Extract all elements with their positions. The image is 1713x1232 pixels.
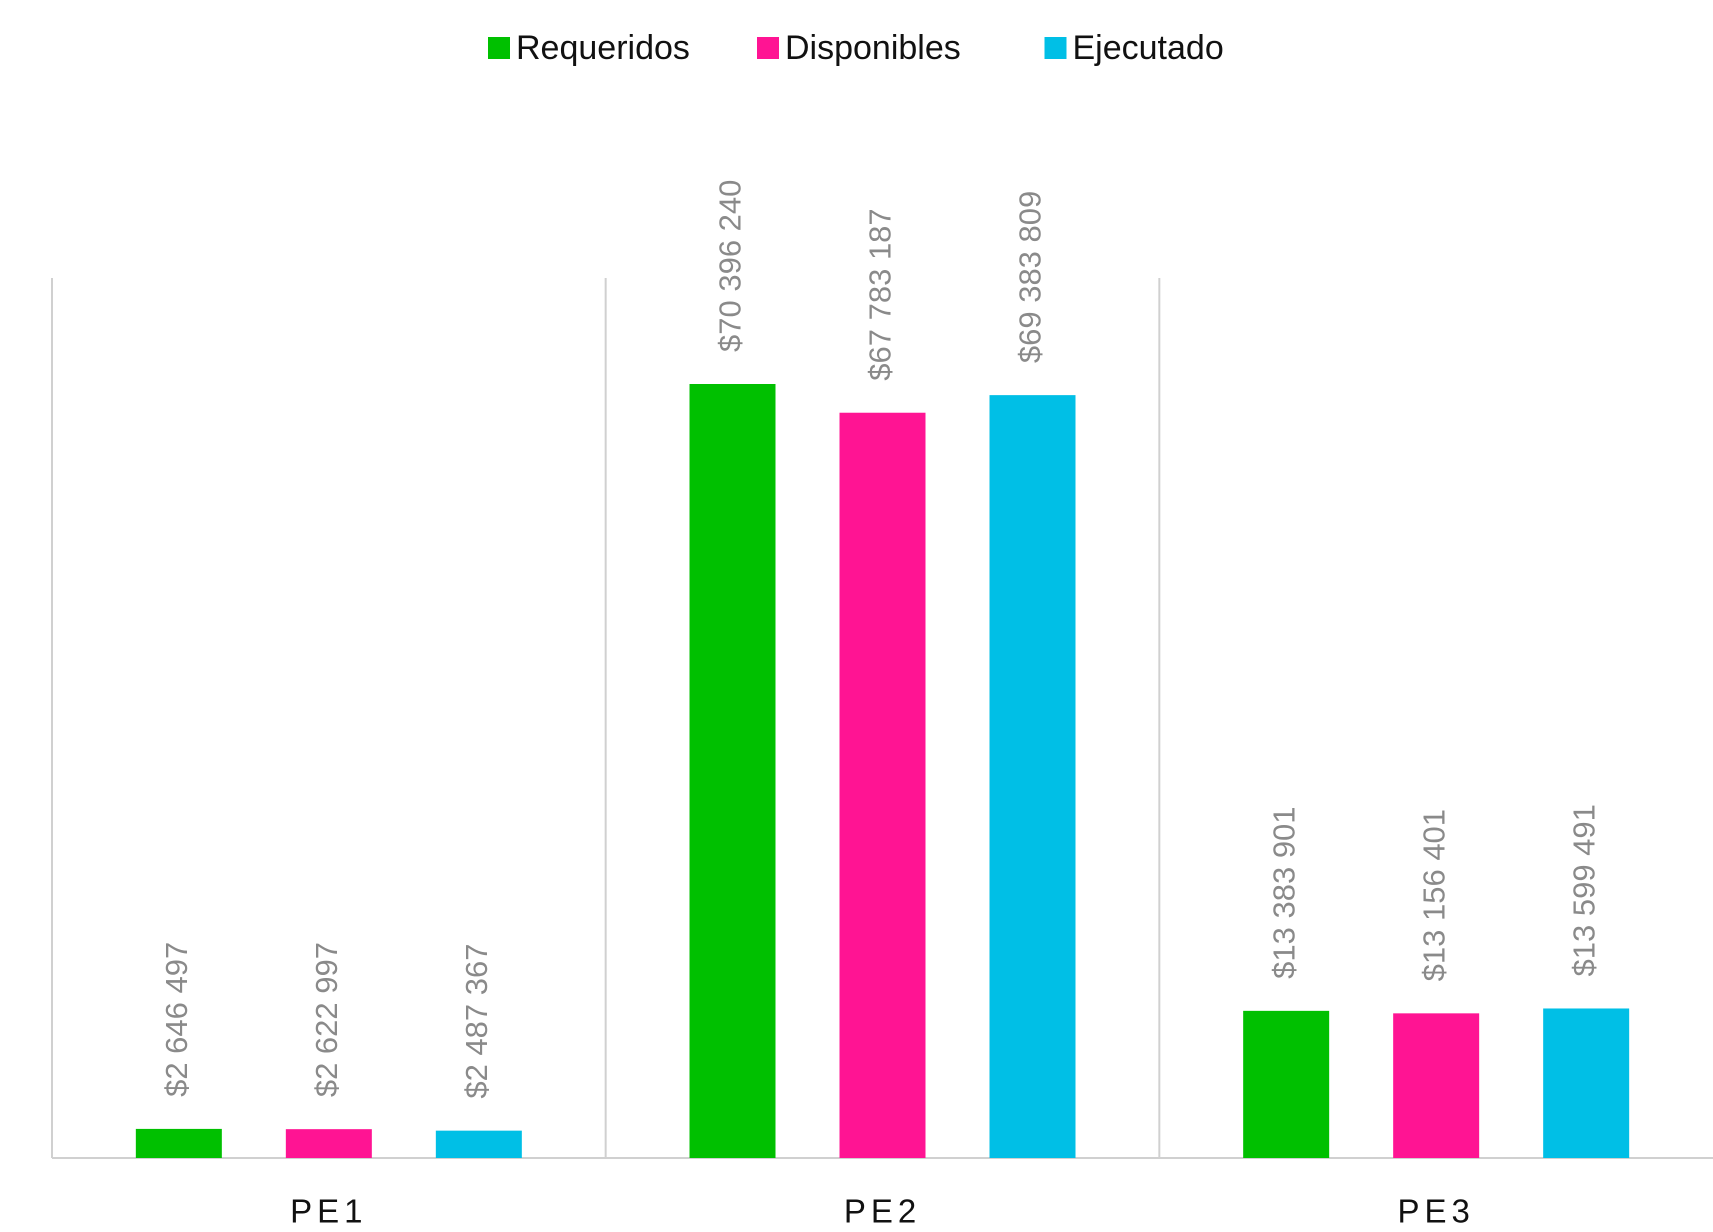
- x-tick-label: PE3: [1397, 1193, 1474, 1230]
- bar: [435, 1130, 522, 1158]
- bar: [689, 384, 776, 1158]
- bar: [1393, 1013, 1480, 1158]
- data-label: $2 622 997: [309, 942, 344, 1097]
- bar: [1243, 1010, 1330, 1158]
- data-label: $2 646 497: [159, 942, 194, 1097]
- bar: [285, 1129, 372, 1158]
- legend-label: Requeridos: [516, 29, 690, 67]
- x-tick-label: PE1: [290, 1193, 367, 1230]
- data-label: $70 396 240: [713, 180, 748, 352]
- legend-label: Disponibles: [785, 29, 961, 67]
- data-label: $69 383 809: [1013, 191, 1048, 363]
- data-label: $13 383 901: [1266, 806, 1301, 978]
- bar: [839, 412, 926, 1158]
- legend-swatch: [488, 37, 510, 59]
- bar: [989, 395, 1076, 1158]
- x-tick-label: PE2: [844, 1193, 921, 1230]
- legend-swatch: [1044, 37, 1067, 59]
- data-label: $2 487 367: [459, 943, 494, 1098]
- data-label: $13 156 401: [1416, 809, 1451, 981]
- legend-swatch: [757, 37, 779, 59]
- data-label: $67 783 187: [863, 208, 898, 380]
- legend-label: Ejecutado: [1073, 29, 1224, 67]
- bar: [135, 1128, 222, 1158]
- bar: [1543, 1008, 1630, 1158]
- data-label: $13 599 491: [1566, 804, 1601, 976]
